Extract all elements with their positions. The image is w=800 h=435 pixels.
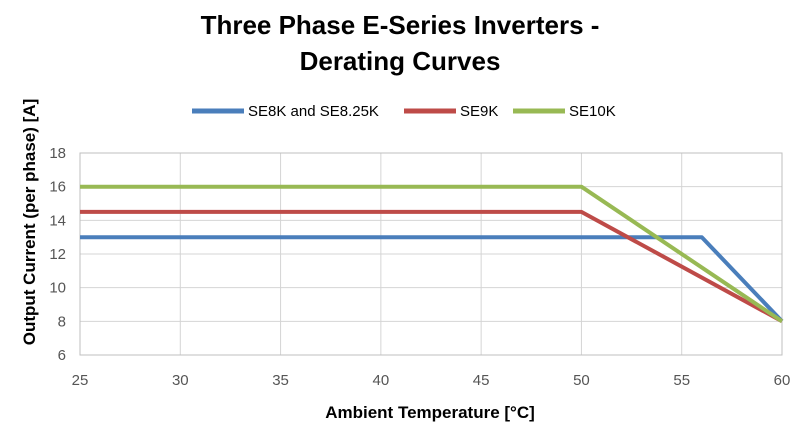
series-line-0 [80, 235, 784, 323]
legend-label-1: SE9K [460, 103, 498, 120]
x-tick-label: 45 [473, 372, 490, 389]
y-tick-label: 10 [49, 280, 66, 297]
legend-label-0: SE8K and SE8.25K [248, 103, 379, 120]
y-tick-label: 12 [49, 246, 66, 263]
y-tick-label: 14 [49, 212, 66, 229]
chart-title-line-1: Three Phase E-Series Inverters - [201, 10, 600, 40]
chart-legend: SE8K and SE8.25K SE9K SE10K [192, 103, 616, 120]
y-tick-label: 18 [49, 145, 66, 162]
y-axis-label: Output Current (per phase) [A] [20, 99, 39, 346]
series-line-2 [80, 184, 784, 323]
x-tick-label: 25 [72, 372, 89, 389]
x-axis-ticks: 25 30 35 40 45 50 55 60 [72, 372, 791, 389]
y-tick-label: 16 [49, 179, 66, 196]
y-axis-ticks: 6 8 10 12 14 16 18 [49, 145, 66, 364]
x-tick-label: 60 [774, 372, 791, 389]
x-tick-label: 55 [673, 372, 690, 389]
x-tick-label: 40 [373, 372, 390, 389]
series-line-1 [80, 209, 783, 324]
x-tick-label: 35 [272, 372, 289, 389]
y-tick-label: 6 [58, 347, 66, 364]
legend-label-2: SE10K [569, 103, 616, 120]
x-axis-label: Ambient Temperature [°C] [325, 403, 535, 422]
series-lines [80, 184, 784, 324]
y-tick-label: 8 [58, 313, 66, 330]
gridlines [79, 152, 783, 356]
x-tick-label: 50 [573, 372, 590, 389]
x-tick-label: 30 [172, 372, 189, 389]
chart-title-line-2: Derating Curves [300, 46, 501, 76]
plot-area-frame [79, 152, 783, 356]
